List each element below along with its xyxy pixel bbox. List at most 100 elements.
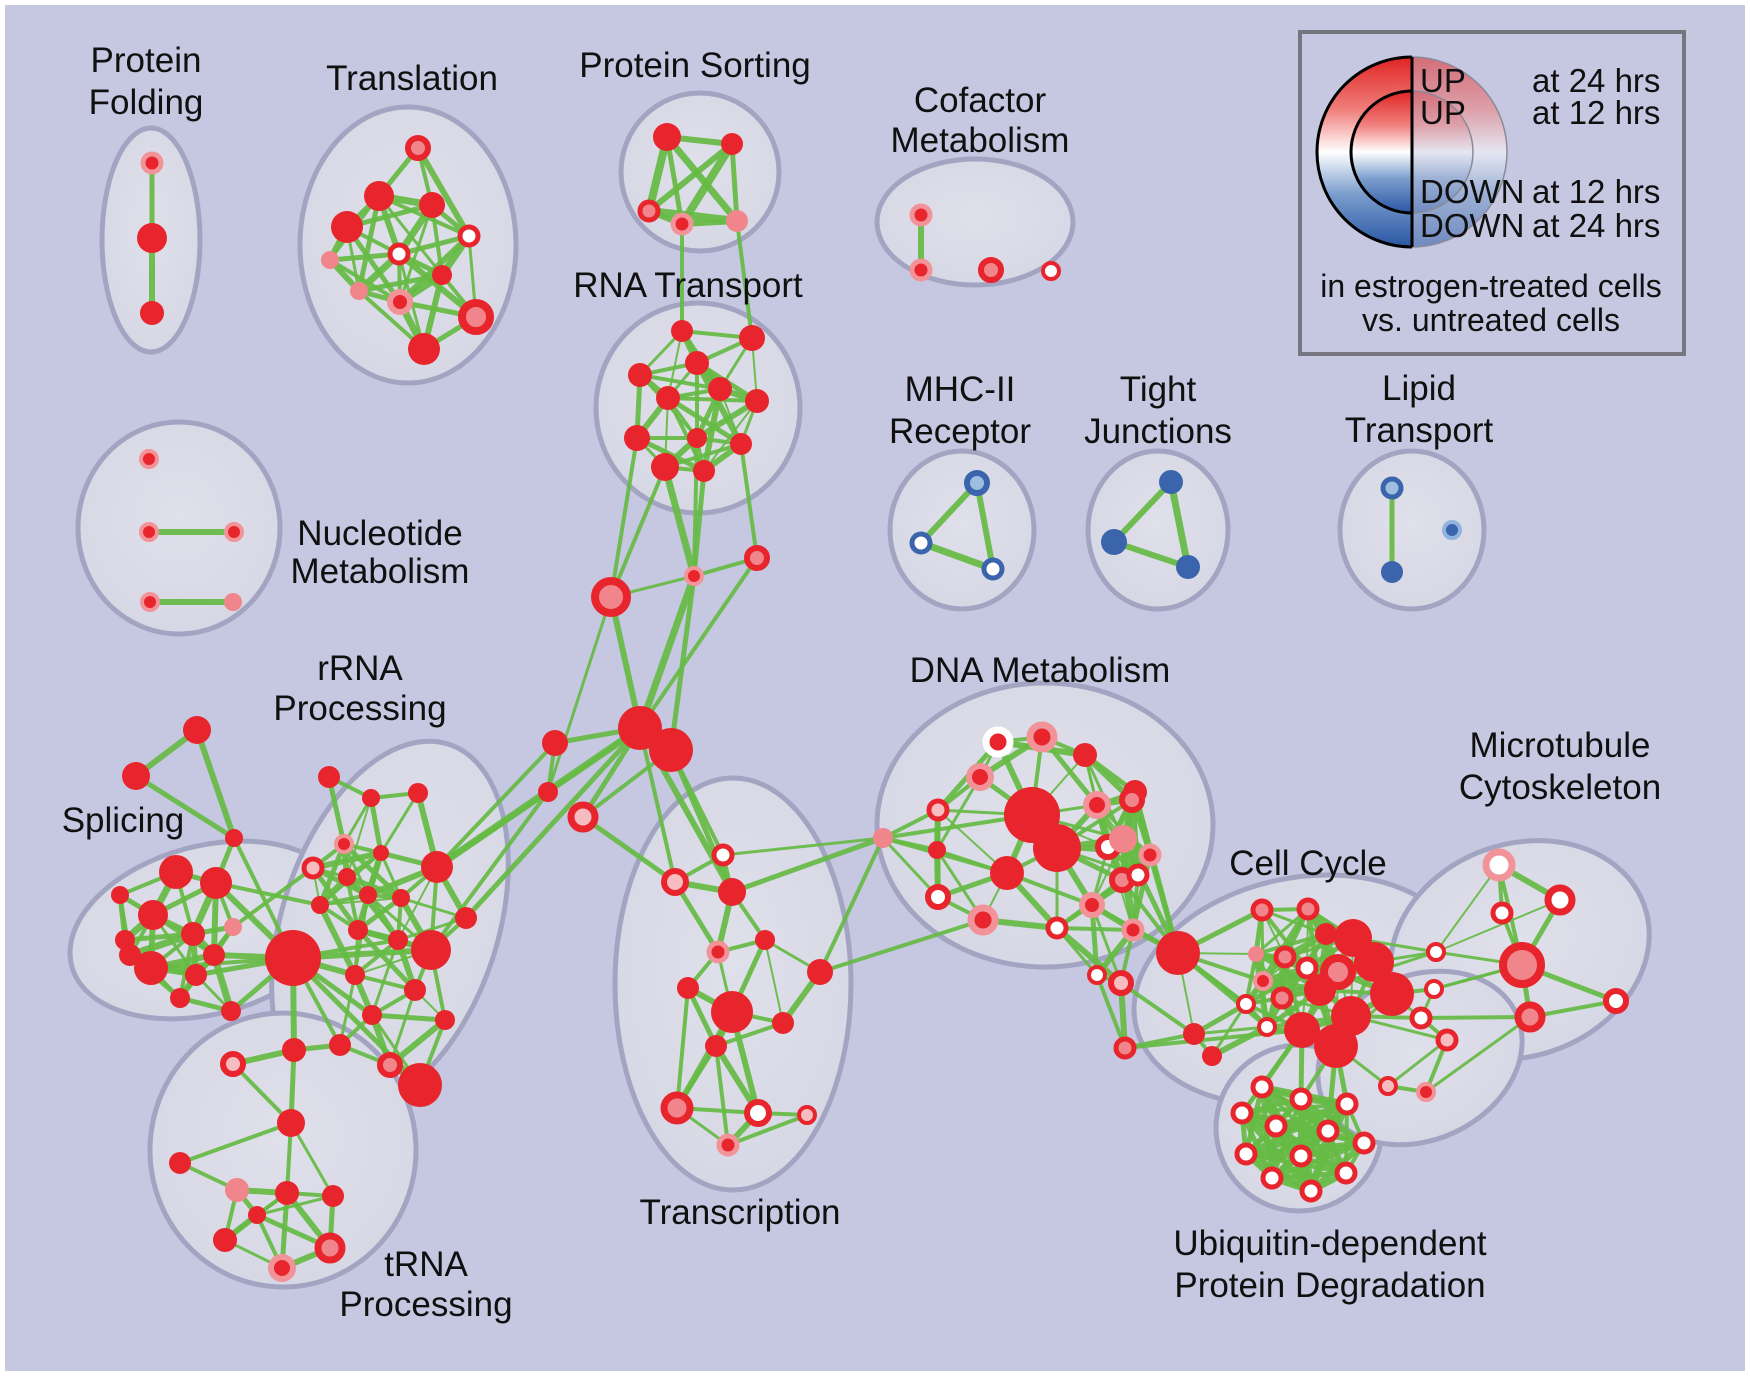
gene-node[interactable] [618, 706, 662, 750]
gene-node[interactable] [115, 930, 135, 950]
gene-node[interactable] [265, 930, 321, 986]
gene-node[interactable] [359, 886, 377, 904]
gene-node[interactable] [1316, 1119, 1340, 1143]
gene-node[interactable] [706, 940, 730, 964]
gene-node[interactable] [334, 834, 354, 854]
gene-node[interactable] [721, 133, 743, 155]
gene-node[interactable] [405, 135, 431, 161]
gene-node[interactable] [624, 425, 650, 451]
gene-node[interactable] [1234, 1142, 1258, 1166]
gene-node[interactable] [670, 212, 694, 236]
gene-node[interactable] [137, 223, 167, 253]
gene-node[interactable] [797, 1105, 817, 1125]
gene-node[interactable] [687, 428, 707, 448]
gene-node[interactable] [628, 363, 652, 387]
gene-node[interactable] [1248, 946, 1264, 962]
gene-node[interactable] [213, 1228, 237, 1252]
gene-node[interactable] [392, 889, 410, 907]
gene-node[interactable] [1435, 1028, 1459, 1052]
gene-node[interactable] [169, 1152, 191, 1174]
gene-node[interactable] [1101, 529, 1127, 555]
gene-node[interactable] [345, 965, 365, 985]
gene-node[interactable] [1236, 994, 1256, 1014]
gene-node[interactable] [435, 1010, 455, 1030]
gene-node[interactable] [170, 988, 190, 1008]
gene-node[interactable] [111, 886, 129, 904]
gene-node[interactable] [185, 964, 207, 986]
gene-node[interactable] [705, 1035, 727, 1057]
gene-node[interactable] [653, 123, 681, 151]
gene-node[interactable] [637, 199, 661, 223]
gene-node[interactable] [677, 977, 699, 999]
gene-node[interactable] [978, 257, 1004, 283]
gene-node[interactable] [1490, 901, 1514, 925]
gene-node[interactable] [1296, 897, 1320, 921]
gene-node[interactable] [1380, 476, 1404, 500]
gene-node[interactable] [1138, 843, 1162, 867]
gene-node[interactable] [411, 930, 451, 970]
gene-node[interactable] [726, 210, 748, 232]
gene-node[interactable] [159, 855, 193, 889]
gene-node[interactable] [362, 789, 380, 807]
gene-node[interactable] [1381, 561, 1403, 583]
gene-node[interactable] [928, 841, 946, 859]
gene-node[interactable] [277, 1109, 305, 1137]
gene-node[interactable] [739, 325, 765, 351]
gene-node[interactable] [318, 766, 340, 788]
gene-node[interactable] [1304, 974, 1336, 1006]
gene-node[interactable] [1264, 1114, 1288, 1138]
gene-node[interactable] [1416, 1082, 1436, 1102]
gene-node[interactable] [183, 716, 211, 744]
gene-node[interactable] [275, 1181, 299, 1205]
gene-node[interactable] [134, 951, 168, 985]
gene-node[interactable] [1424, 979, 1444, 999]
gene-node[interactable] [139, 522, 159, 542]
gene-node[interactable] [671, 320, 693, 342]
gene-node[interactable] [745, 389, 769, 413]
gene-node[interactable] [1409, 1006, 1433, 1030]
gene-node[interactable] [1176, 555, 1200, 579]
gene-node[interactable] [1257, 1017, 1277, 1037]
gene-node[interactable] [331, 211, 363, 243]
gene-node[interactable] [1335, 1092, 1359, 1116]
gene-node[interactable] [649, 728, 693, 772]
gene-node[interactable] [716, 1133, 740, 1157]
gene-node[interactable] [684, 566, 704, 586]
gene-node[interactable] [1260, 1166, 1284, 1190]
gene-node[interactable] [421, 851, 453, 883]
gene-node[interactable] [362, 1005, 382, 1025]
gene-node[interactable] [1544, 884, 1576, 916]
gene-node[interactable] [321, 251, 339, 269]
gene-node[interactable] [1295, 956, 1319, 980]
gene-node[interactable] [140, 301, 164, 325]
gene-node[interactable] [200, 867, 232, 899]
gene-node[interactable] [990, 856, 1024, 890]
gene-node[interactable] [1087, 965, 1107, 985]
gene-node[interactable] [225, 829, 243, 847]
gene-node[interactable] [301, 856, 325, 880]
gene-node[interactable] [744, 545, 770, 571]
gene-node[interactable] [1159, 470, 1183, 494]
gene-node[interactable] [122, 762, 150, 790]
gene-node[interactable] [350, 282, 368, 300]
gene-node[interactable] [1370, 972, 1414, 1016]
gene-node[interactable] [1289, 1087, 1313, 1111]
gene-node[interactable] [203, 944, 225, 966]
gene-node[interactable] [542, 730, 568, 756]
gene-node[interactable] [1442, 520, 1462, 540]
gene-node[interactable] [651, 453, 679, 481]
gene-node[interactable] [909, 531, 933, 555]
gene-node[interactable] [755, 930, 775, 950]
gene-node[interactable] [1603, 988, 1629, 1014]
gene-node[interactable] [322, 1185, 344, 1207]
gene-node[interactable] [408, 783, 428, 803]
gene-node[interactable] [220, 1051, 246, 1077]
gene-node[interactable] [1334, 1161, 1358, 1185]
gene-node[interactable] [364, 181, 394, 211]
gene-node[interactable] [1426, 942, 1446, 962]
gene-node[interactable] [329, 1034, 351, 1056]
gene-node[interactable] [730, 433, 752, 455]
gene-node[interactable] [981, 557, 1005, 581]
gene-node[interactable] [139, 449, 159, 469]
gene-node[interactable] [140, 592, 160, 612]
